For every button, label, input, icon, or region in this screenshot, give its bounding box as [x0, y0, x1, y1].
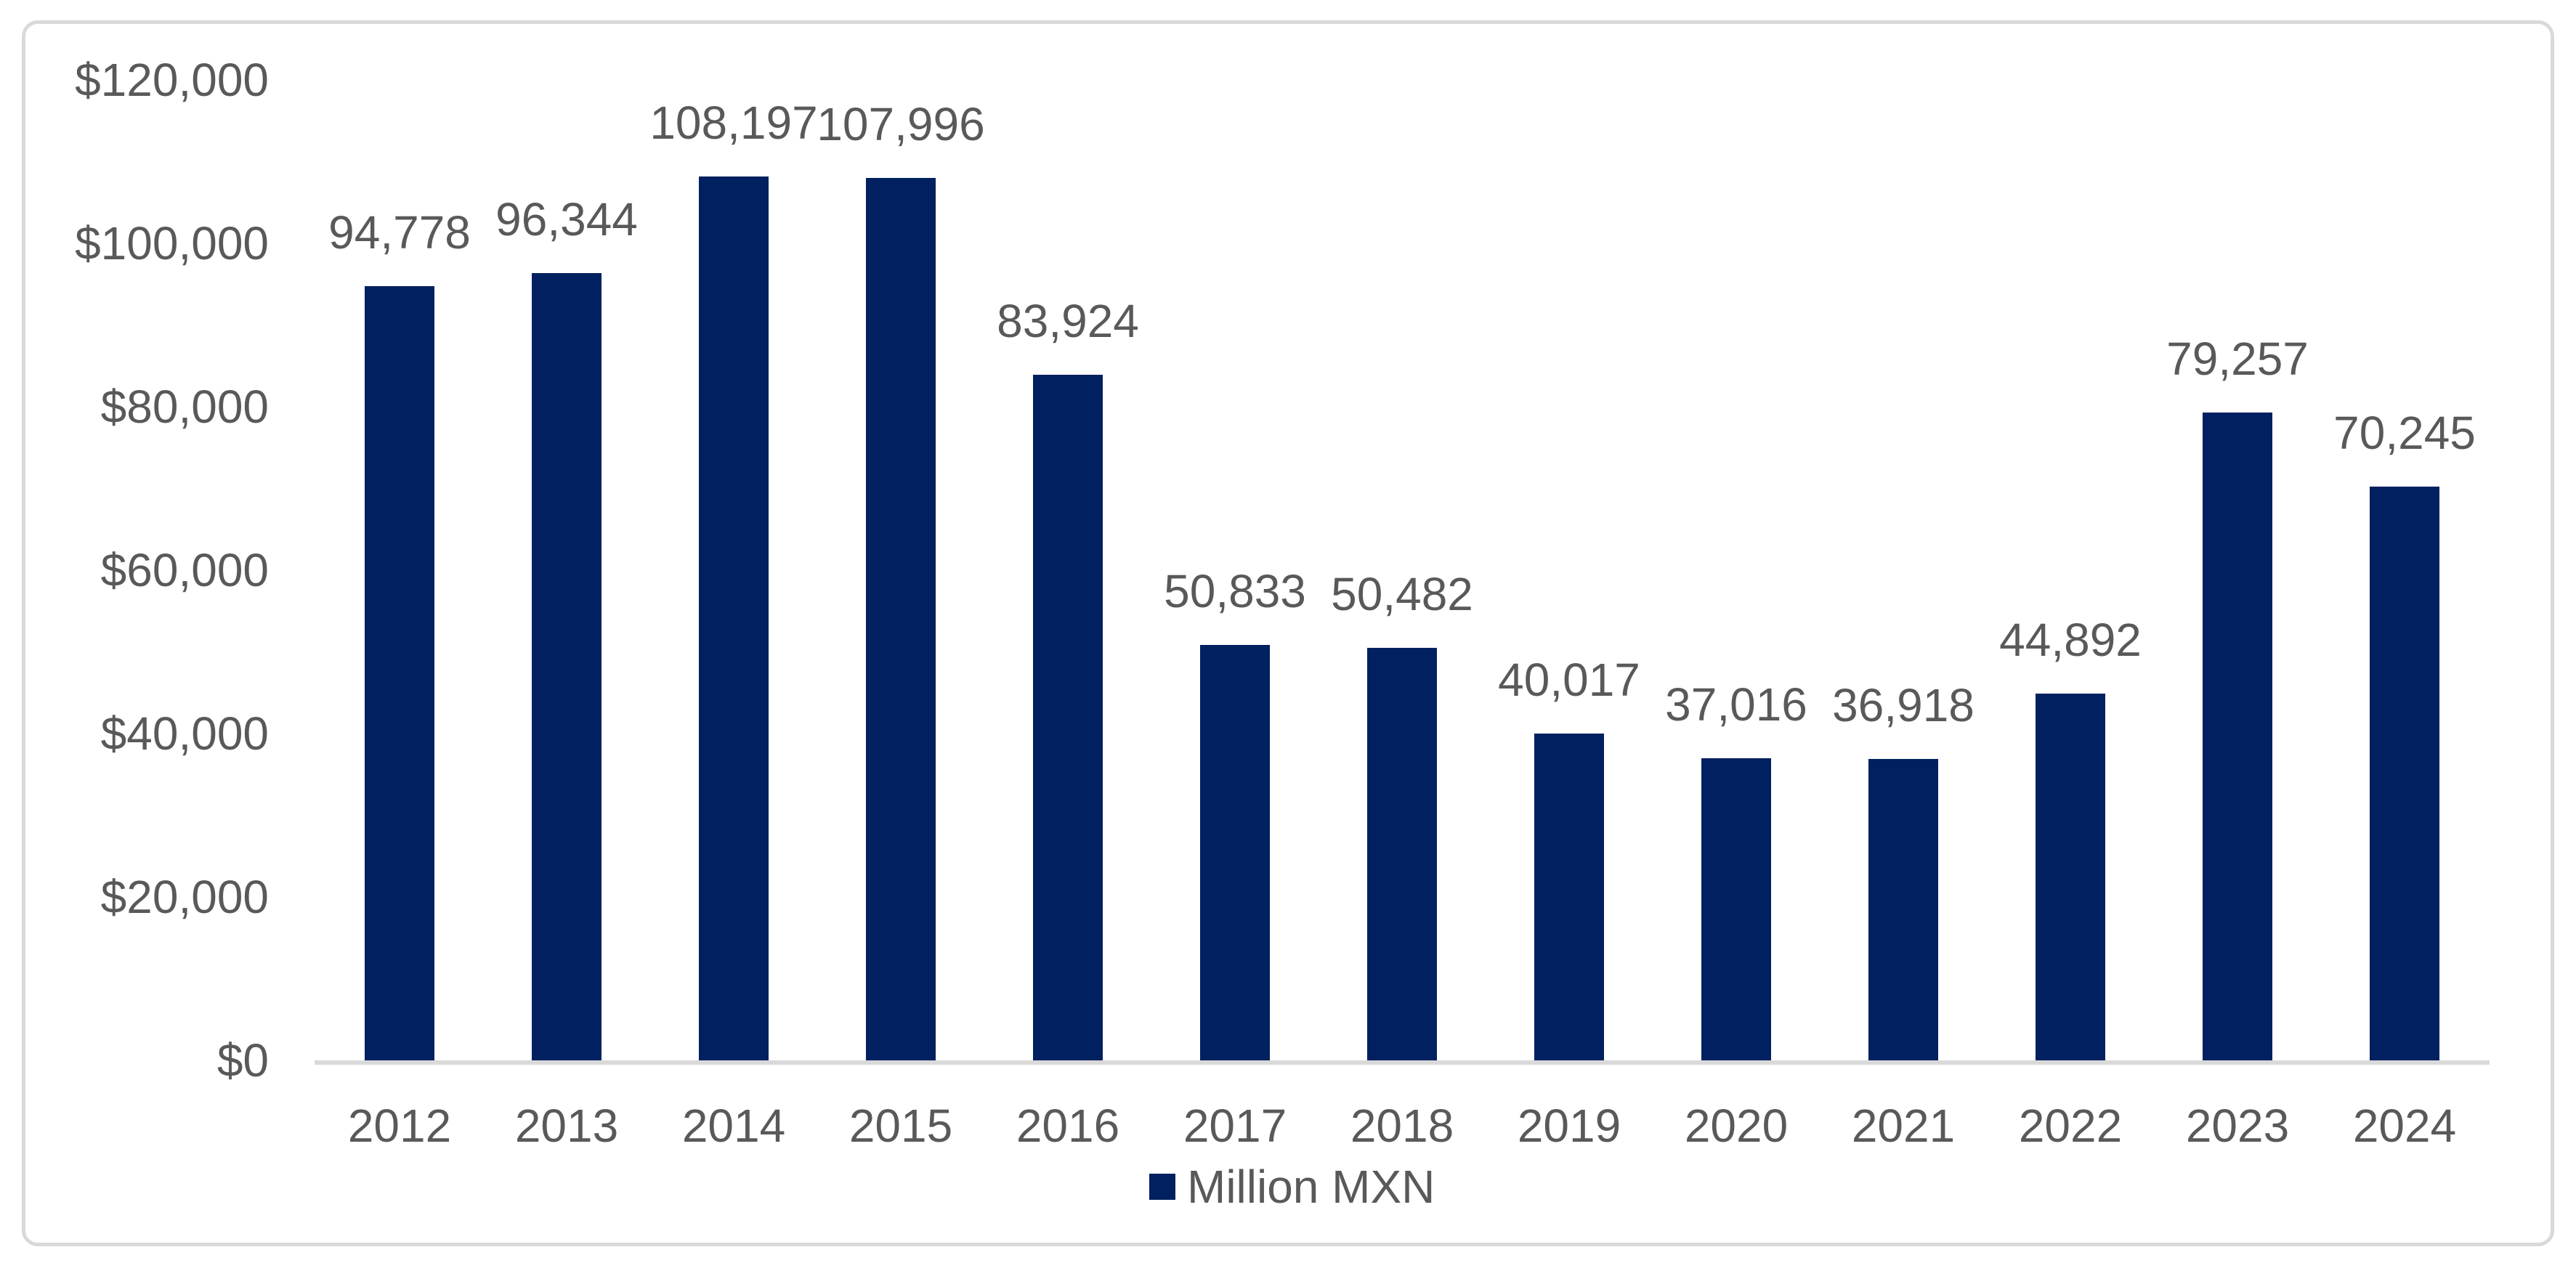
bar-2017: [1200, 645, 1270, 1060]
x-axis-label-2014: 2014: [681, 1100, 786, 1152]
bar-value-label-2016: 83,924: [997, 294, 1139, 347]
y-axis-tick-label: $120,000: [75, 54, 269, 106]
bar-2014: [699, 176, 769, 1060]
x-axis-label-2019: 2019: [1517, 1100, 1621, 1152]
chart-legend: Million MXN: [1149, 1161, 1435, 1213]
bar-2022: [2036, 693, 2105, 1060]
bar-value-label-2013: 96,344: [495, 193, 638, 246]
legend-swatch-icon: [1149, 1174, 1175, 1200]
x-axis-line: [315, 1060, 2490, 1065]
bar-2020: [1701, 758, 1771, 1060]
bar-2012: [365, 285, 434, 1060]
y-axis-tick-label: $80,000: [100, 381, 269, 433]
bar-value-label-2023: 79,257: [2166, 333, 2309, 386]
bar-value-label-2020: 37,016: [1665, 678, 1807, 731]
x-axis-label-2024: 2024: [2352, 1100, 2457, 1152]
bar-value-label-2021: 36,918: [1832, 678, 1974, 731]
x-axis-label-2023: 2023: [2185, 1100, 2290, 1152]
bar-value-label-2012: 94,778: [328, 206, 471, 259]
y-axis-tick-label: $40,000: [100, 707, 269, 760]
bar-2024: [2370, 486, 2439, 1060]
y-axis-tick-label: $0: [216, 1034, 269, 1087]
x-axis-label-2017: 2017: [1183, 1100, 1287, 1152]
x-axis-label-2016: 2016: [1016, 1100, 1120, 1152]
legend-label: Million MXN: [1187, 1161, 1435, 1213]
bar-value-label-2018: 50,482: [1331, 568, 1473, 621]
y-axis-tick-label: $60,000: [100, 544, 269, 596]
bar-2015: [866, 178, 936, 1060]
y-axis-tick-label: $20,000: [100, 871, 269, 923]
x-axis-label-2013: 2013: [514, 1100, 619, 1152]
x-axis-label-2018: 2018: [1350, 1100, 1454, 1152]
bar-2023: [2203, 413, 2272, 1060]
bar-2018: [1367, 648, 1437, 1060]
y-axis-tick-label: $100,000: [75, 217, 269, 269]
bar-value-label-2015: 107,996: [817, 98, 985, 151]
bar-2016: [1033, 374, 1103, 1060]
bar-2021: [1868, 758, 1938, 1060]
x-axis-label-2020: 2020: [1684, 1100, 1789, 1152]
bar-value-label-2014: 108,197: [649, 96, 818, 149]
x-axis-label-2021: 2021: [1851, 1100, 1956, 1152]
x-axis-label-2012: 2012: [347, 1100, 452, 1152]
x-axis-label-2015: 2015: [848, 1100, 953, 1152]
bar-value-label-2019: 40,017: [1498, 653, 1640, 706]
bar-value-label-2022: 44,892: [1999, 613, 2142, 666]
bar-2019: [1534, 733, 1604, 1060]
bar-value-label-2017: 50,833: [1164, 565, 1306, 618]
bar-2013: [532, 273, 602, 1060]
x-axis-label-2022: 2022: [2018, 1100, 2123, 1152]
chart-frame-border: [22, 20, 2554, 1246]
bar-value-label-2024: 70,245: [2333, 406, 2476, 459]
